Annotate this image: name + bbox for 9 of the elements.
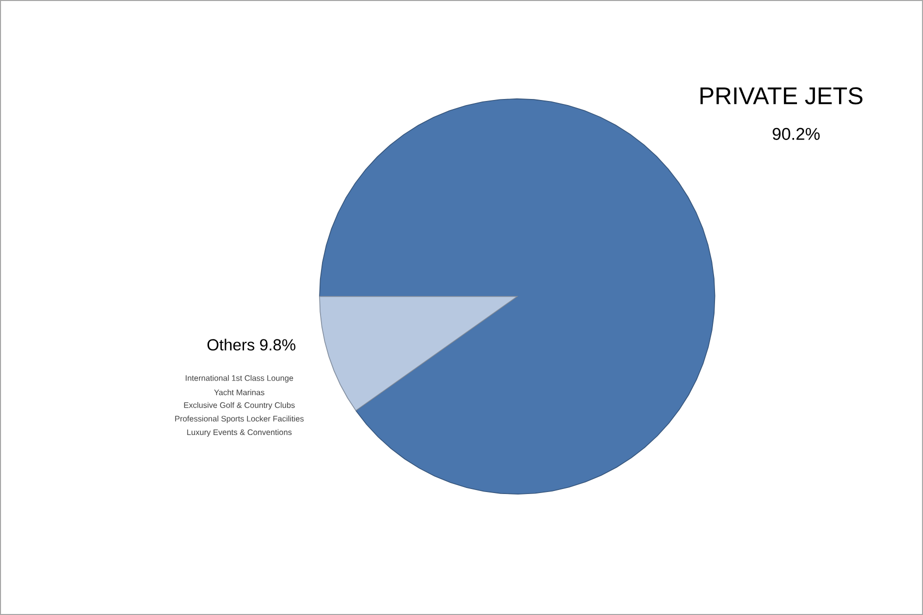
text: Luxury Events & Conventions [187,429,292,437]
slice-label: Others [207,338,254,351]
text: International 1st Class Lounge [186,374,294,382]
text: Professional Sports Locker Facilities [175,416,304,424]
text: Exclusive Golf & Country Clubs [184,402,295,410]
text: Yacht Marinas [214,389,264,396]
slice-label: PRIVATE JETS [700,87,862,104]
data-label: 90.2% [772,128,820,140]
data-label: 9.8% [260,339,296,351]
